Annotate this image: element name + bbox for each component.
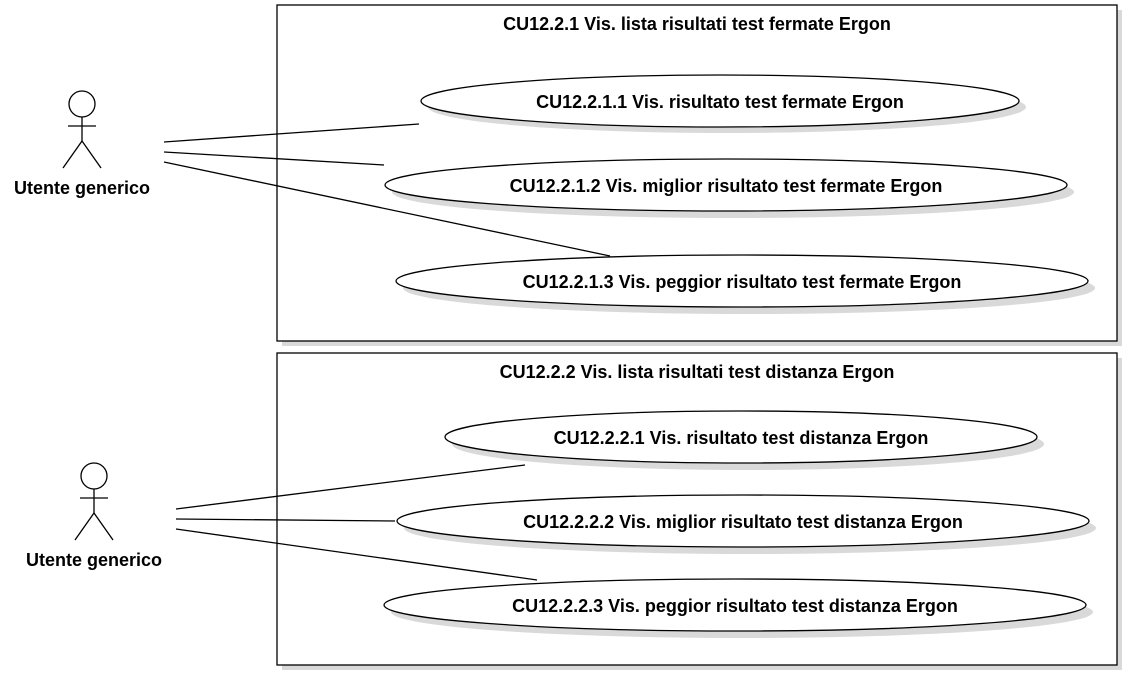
stick-figure-icon	[62, 90, 102, 169]
use-case-2-2[interactable]: CU12.2.2.2 Vis. miglior risultato test d…	[396, 494, 1096, 554]
association-line	[175, 518, 396, 522]
package-2: CU12.2.2 Vis. lista risultati test dista…	[276, 352, 1122, 670]
use-case-2-2-label: CU12.2.2.2 Vis. miglior risultato test d…	[523, 512, 963, 532]
use-case-1-3[interactable]: CU12.2.1.3 Vis. peggior risultato test f…	[395, 254, 1095, 314]
use-case-1-3-label: CU12.2.1.3 Vis. peggior risultato test f…	[523, 272, 962, 292]
actor-2-label: Utente generico	[26, 550, 162, 570]
actor-2[interactable]: Utente generico	[26, 462, 162, 570]
use-case-2-3[interactable]: CU12.2.2.3 Vis. peggior risultato test d…	[383, 578, 1093, 638]
association-line	[175, 528, 538, 581]
use-case-1-2[interactable]: CU12.2.1.2 Vis. miglior risultato test f…	[384, 158, 1074, 218]
association-line	[163, 161, 611, 257]
associations	[163, 123, 611, 581]
use-case-1-1[interactable]: CU12.2.1.1 Vis. risultato test fermate E…	[420, 74, 1026, 133]
package-1-title: CU12.2.1 Vis. lista risultati test ferma…	[503, 14, 891, 34]
association-line	[163, 151, 385, 166]
package-2-title: CU12.2.2 Vis. lista risultati test dista…	[500, 362, 895, 382]
stick-figure-icon	[74, 462, 114, 541]
use-case-2-1[interactable]: CU12.2.2.1 Vis. risultato test distanza …	[444, 410, 1044, 470]
use-case-1-2-label: CU12.2.1.2 Vis. miglior risultato test f…	[510, 176, 943, 196]
actor-1-label: Utente generico	[14, 178, 150, 198]
association-line	[175, 464, 526, 510]
use-case-2-1-label: CU12.2.2.1 Vis. risultato test distanza …	[554, 428, 929, 448]
use-case-1-1-label: CU12.2.1.1 Vis. risultato test fermate E…	[536, 92, 904, 112]
actor-1[interactable]: Utente generico	[14, 90, 150, 198]
use-case-2-3-label: CU12.2.2.3 Vis. peggior risultato test d…	[512, 596, 958, 616]
association-line	[163, 123, 420, 143]
package-1: CU12.2.1 Vis. lista risultati test ferma…	[276, 4, 1122, 346]
